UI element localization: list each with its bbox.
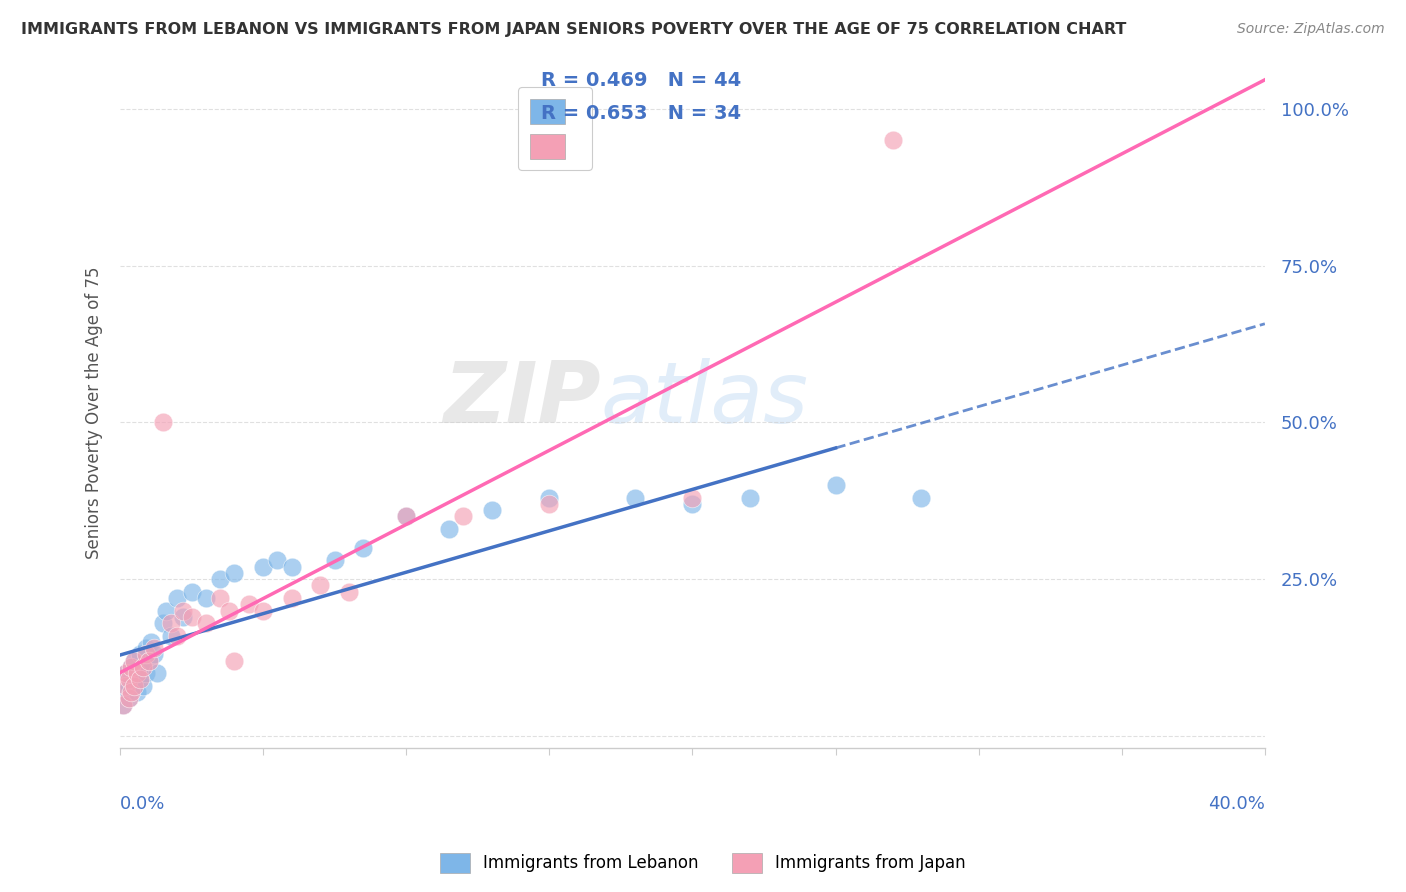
Point: [437, 522, 460, 536]
Point: [252, 603, 274, 617]
Point: [194, 591, 217, 605]
Y-axis label: Seniors Poverty Over the Age of 75: Seniors Poverty Over the Age of 75: [86, 267, 103, 559]
Point: [224, 566, 246, 580]
Point: [155, 603, 177, 617]
Point: [194, 615, 217, 630]
Point: [252, 559, 274, 574]
Point: [127, 685, 149, 699]
Point: [117, 679, 139, 693]
Text: Source: ZipAtlas.com: Source: ZipAtlas.com: [1237, 22, 1385, 37]
Point: [160, 615, 183, 630]
Point: [127, 666, 149, 681]
Point: [882, 133, 904, 147]
Point: [129, 648, 152, 662]
Point: [323, 553, 346, 567]
Point: [166, 629, 188, 643]
Point: [111, 698, 134, 712]
Point: [172, 603, 194, 617]
Point: [117, 691, 139, 706]
Point: [224, 654, 246, 668]
Point: [172, 609, 194, 624]
Point: [114, 666, 136, 681]
Point: [120, 685, 142, 699]
Point: [538, 497, 561, 511]
Point: [114, 685, 136, 699]
Point: [352, 541, 374, 555]
Point: [132, 660, 155, 674]
Point: [337, 584, 360, 599]
Point: [218, 603, 240, 617]
Point: [120, 660, 142, 674]
Point: [117, 673, 139, 687]
Text: R = 0.653   N = 34: R = 0.653 N = 34: [541, 103, 741, 123]
Point: [143, 648, 166, 662]
Point: [129, 673, 152, 687]
Point: [209, 591, 232, 605]
Text: R = 0.469   N = 44: R = 0.469 N = 44: [541, 70, 741, 90]
Point: [129, 673, 152, 687]
Point: [120, 660, 142, 674]
Point: [117, 691, 139, 706]
Point: [127, 666, 149, 681]
Point: [180, 609, 202, 624]
Point: [280, 591, 302, 605]
Point: [910, 491, 932, 505]
Point: [309, 578, 332, 592]
Legend: , : ,: [517, 87, 592, 170]
Point: [538, 491, 561, 505]
Point: [132, 660, 155, 674]
Point: [124, 654, 146, 668]
Point: [114, 679, 136, 693]
Point: [152, 615, 174, 630]
Point: [135, 648, 157, 662]
Point: [238, 597, 260, 611]
Point: [138, 654, 160, 668]
Point: [111, 698, 134, 712]
Point: [152, 416, 174, 430]
Point: [135, 666, 157, 681]
Point: [180, 584, 202, 599]
Point: [132, 679, 155, 693]
Point: [395, 509, 418, 524]
Legend: Immigrants from Lebanon, Immigrants from Japan: Immigrants from Lebanon, Immigrants from…: [433, 847, 973, 880]
Point: [481, 503, 503, 517]
Point: [166, 591, 188, 605]
Point: [160, 629, 183, 643]
Point: [681, 491, 703, 505]
Point: [143, 641, 166, 656]
Point: [681, 497, 703, 511]
Text: IMMIGRANTS FROM LEBANON VS IMMIGRANTS FROM JAPAN SENIORS POVERTY OVER THE AGE OF: IMMIGRANTS FROM LEBANON VS IMMIGRANTS FR…: [21, 22, 1126, 37]
Point: [738, 491, 761, 505]
Point: [138, 654, 160, 668]
Point: [266, 553, 288, 567]
Text: 40.0%: 40.0%: [1208, 796, 1265, 814]
Text: atlas: atlas: [600, 358, 808, 441]
Point: [624, 491, 647, 505]
Point: [824, 478, 846, 492]
Point: [124, 679, 146, 693]
Text: 0.0%: 0.0%: [120, 796, 166, 814]
Point: [135, 641, 157, 656]
Point: [395, 509, 418, 524]
Point: [141, 635, 163, 649]
Text: ZIP: ZIP: [443, 358, 600, 441]
Point: [124, 679, 146, 693]
Point: [209, 572, 232, 586]
Point: [124, 654, 146, 668]
Point: [453, 509, 475, 524]
Point: [114, 666, 136, 681]
Point: [146, 666, 169, 681]
Point: [120, 673, 142, 687]
Point: [280, 559, 302, 574]
